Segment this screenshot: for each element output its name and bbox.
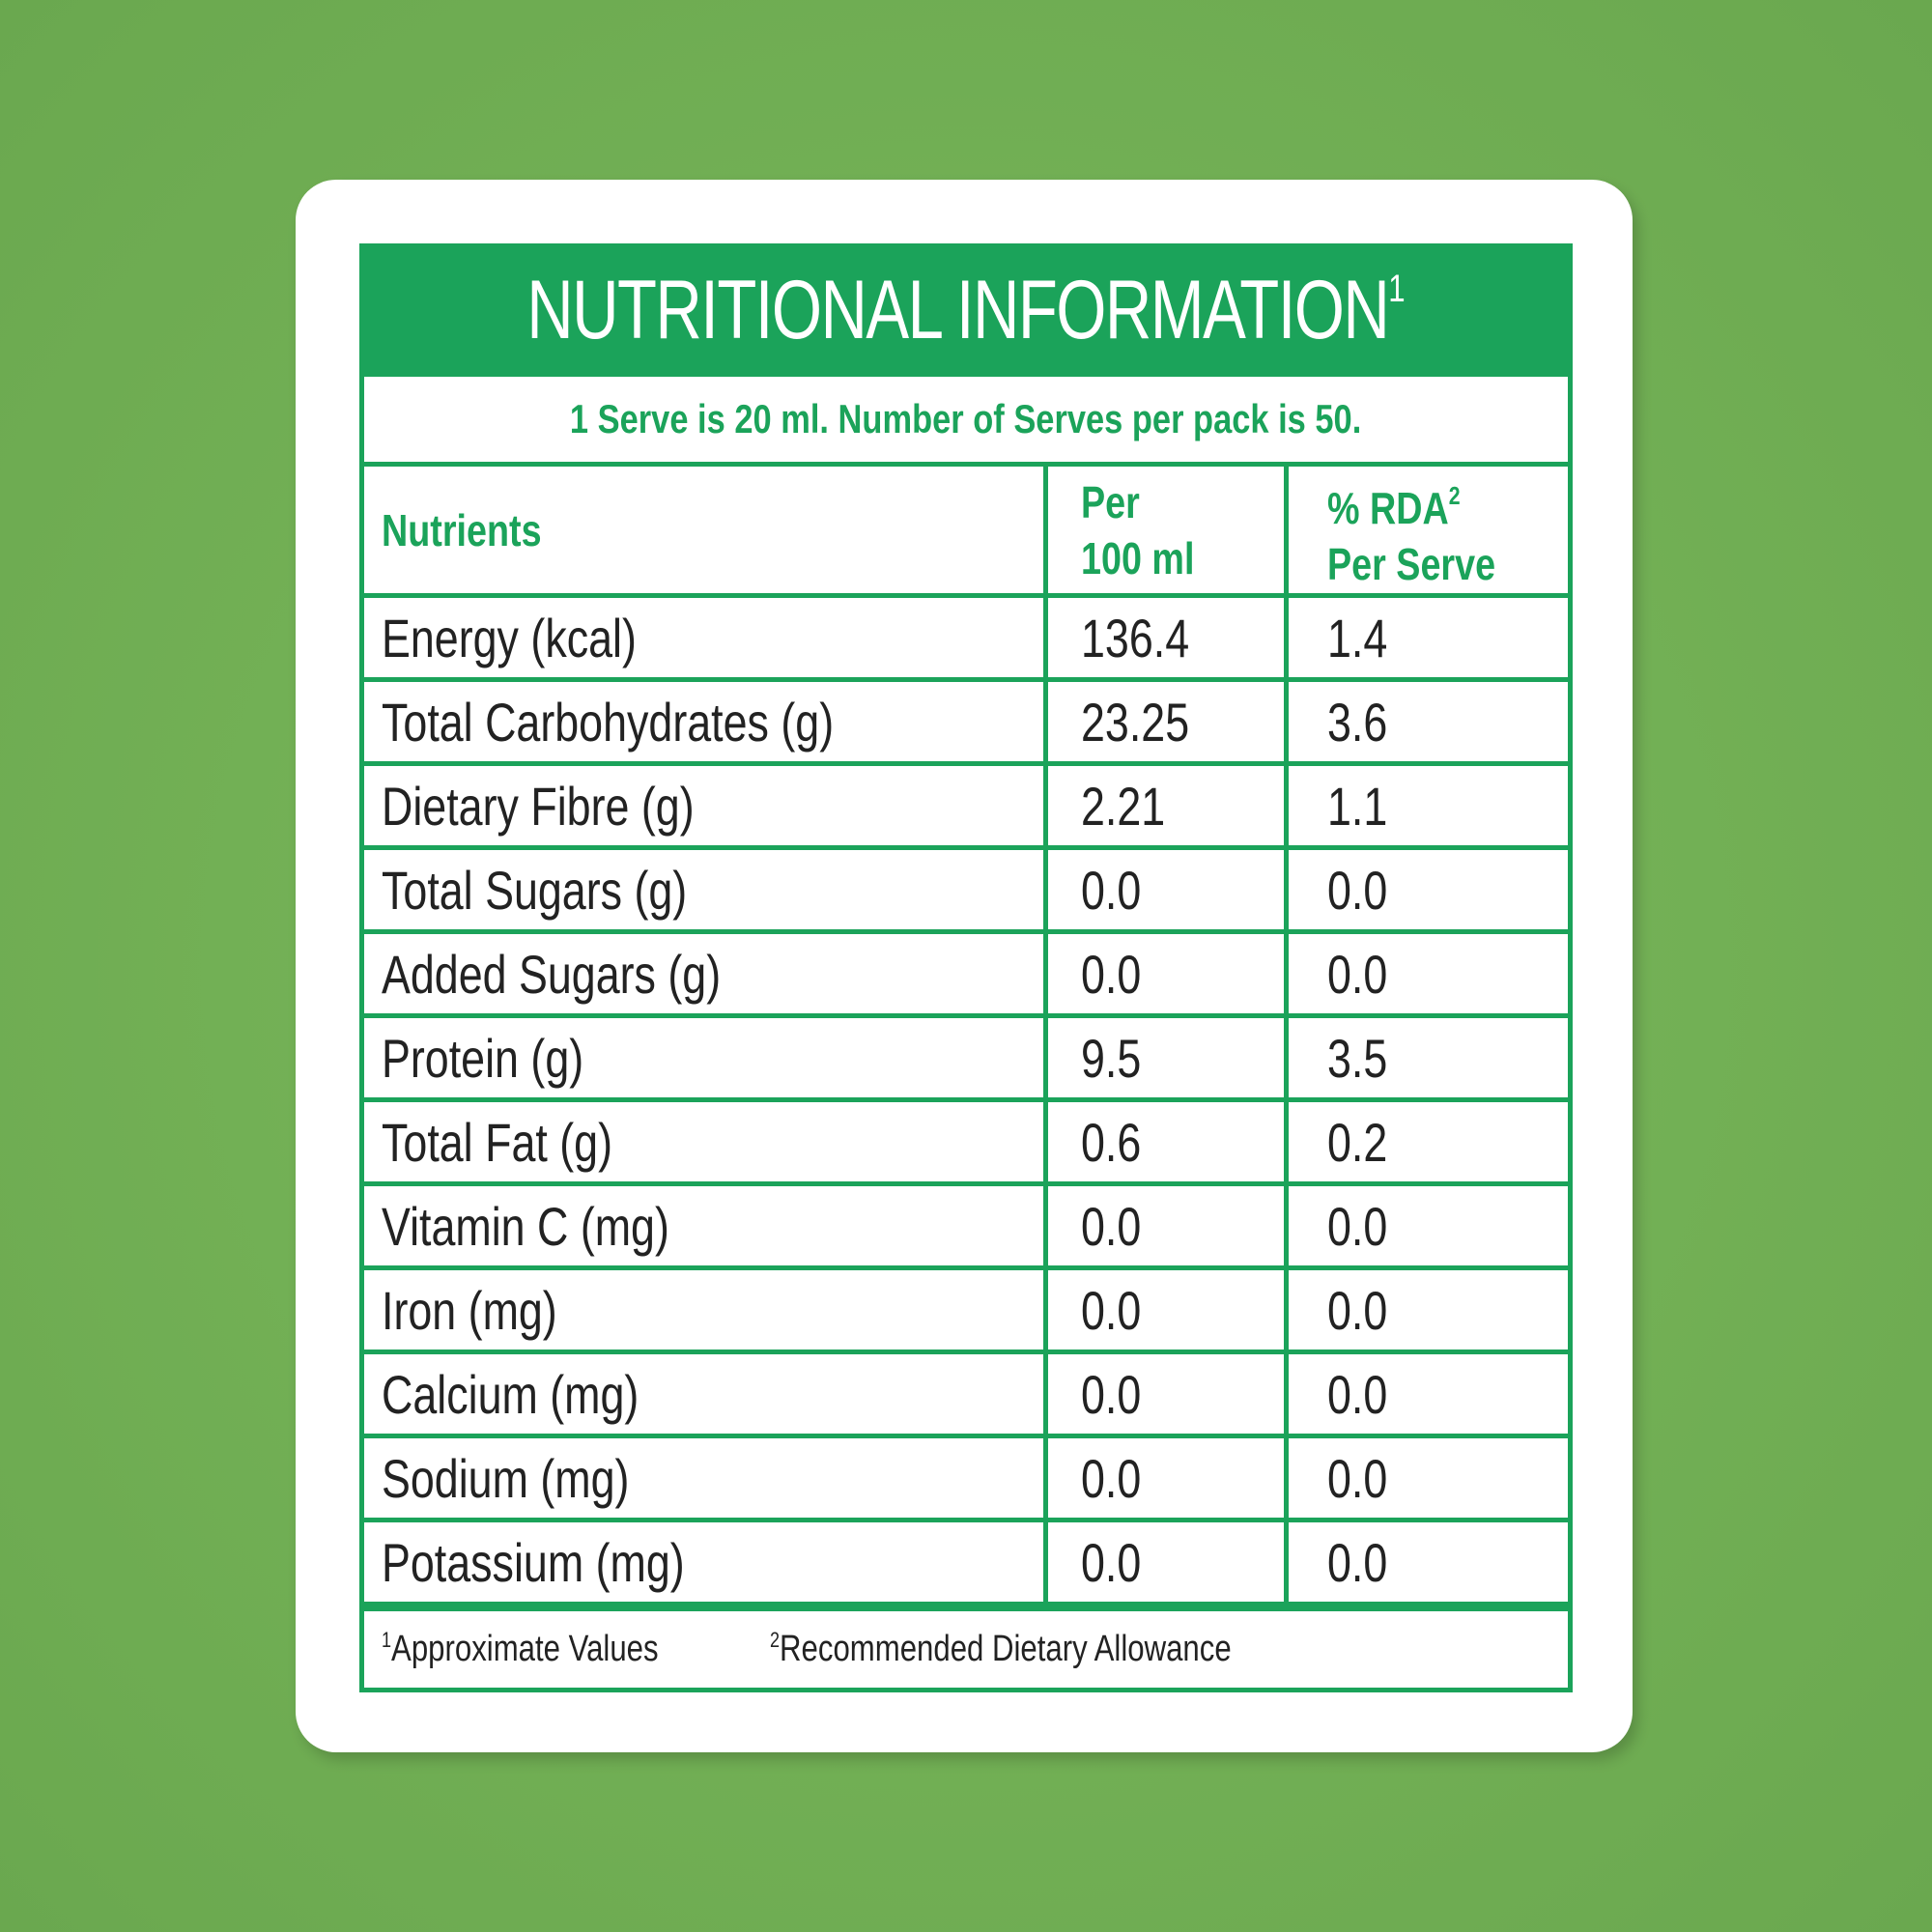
nutrient-name: Dietary Fibre (g) — [364, 761, 1048, 850]
nutrient-name: Total Sugars (g) — [364, 845, 1048, 934]
table-row: Total Sugars (g) 0.0 0.0 — [364, 845, 1568, 934]
per-100ml-value: 9.5 — [1042, 1013, 1289, 1102]
rda-per-serve-value: 0.0 — [1283, 1265, 1568, 1354]
nutrient-name: Total Fat (g) — [364, 1097, 1048, 1186]
rda-per-serve-value: 1.1 — [1283, 761, 1568, 850]
nutrient-name: Energy (kcal) — [364, 593, 1048, 682]
table-row: Total Fat (g) 0.6 0.2 — [364, 1097, 1568, 1186]
title-footnote-marker: 1 — [1388, 267, 1406, 310]
table-row: Added Sugars (g) 0.0 0.0 — [364, 929, 1568, 1018]
table-row: Iron (mg) 0.0 0.0 — [364, 1265, 1568, 1354]
nutrient-name: Protein (g) — [364, 1013, 1048, 1102]
per-100ml-value: 23.25 — [1042, 677, 1289, 766]
table-row: Vitamin C (mg) 0.0 0.0 — [364, 1181, 1568, 1270]
rda-per-serve-value: 3.5 — [1283, 1013, 1568, 1102]
table-row: Protein (g) 9.5 3.5 — [364, 1013, 1568, 1102]
nutrient-name: Iron (mg) — [364, 1265, 1048, 1354]
label-title: NUTRITIONAL INFORMATION1 — [526, 263, 1406, 356]
rda-per-serve-value: 0.0 — [1283, 845, 1568, 934]
per-100ml-value: 0.0 — [1042, 1181, 1289, 1270]
per-100ml-value: 0.6 — [1042, 1097, 1289, 1186]
nutrient-name: Potassium (mg) — [364, 1518, 1048, 1606]
rda-per-serve-value: 0.0 — [1283, 1350, 1568, 1438]
nutrient-name: Vitamin C (mg) — [364, 1181, 1048, 1270]
per-100ml-value: 0.0 — [1042, 929, 1289, 1018]
nutrient-name: Sodium (mg) — [364, 1434, 1048, 1522]
footnotes: 1Approximate Values 2Recommended Dietary… — [364, 1606, 1568, 1686]
nutrition-card: NUTRITIONAL INFORMATION1 1 Serve is 20 m… — [296, 180, 1633, 1752]
per-100ml-value: 0.0 — [1042, 1518, 1289, 1606]
per-100ml-value: 0.0 — [1042, 1434, 1289, 1522]
footnote-1: 1Approximate Values — [382, 1627, 659, 1669]
table-row: Potassium (mg) 0.0 0.0 — [364, 1518, 1568, 1606]
column-header-nutrients: Nutrients — [364, 467, 1048, 598]
rda-per-serve-value: 3.6 — [1283, 677, 1568, 766]
column-header-rda: % RDA2 Per Serve — [1283, 467, 1568, 598]
rda-per-serve-value: 0.0 — [1283, 1434, 1568, 1522]
table-row: Calcium (mg) 0.0 0.0 — [364, 1350, 1568, 1438]
label-title-bar: NUTRITIONAL INFORMATION1 — [364, 248, 1568, 372]
per-100ml-value: 0.0 — [1042, 1350, 1289, 1438]
column-header-per-100ml: Per 100 ml — [1042, 467, 1289, 598]
per-100ml-value: 0.0 — [1042, 1265, 1289, 1354]
table-row: Total Carbohydrates (g) 23.25 3.6 — [364, 677, 1568, 766]
serving-note-row: 1 Serve is 20 ml. Number of Serves per p… — [364, 372, 1568, 467]
footnote-2: 2Recommended Dietary Allowance — [770, 1627, 1232, 1669]
rda-per-serve-value: 0.0 — [1283, 929, 1568, 1018]
per-100ml-value: 136.4 — [1042, 593, 1289, 682]
rda-per-serve-value: 1.4 — [1283, 593, 1568, 682]
rda-per-serve-value: 0.2 — [1283, 1097, 1568, 1186]
serving-note: 1 Serve is 20 ml. Number of Serves per p… — [570, 396, 1362, 441]
table-row: Dietary Fibre (g) 2.21 1.1 — [364, 761, 1568, 850]
table-row: Sodium (mg) 0.0 0.0 — [364, 1434, 1568, 1522]
rda-per-serve-value: 0.0 — [1283, 1518, 1568, 1606]
rda-per-serve-value: 0.0 — [1283, 1181, 1568, 1270]
nutrient-name: Calcium (mg) — [364, 1350, 1048, 1438]
nutrition-label: NUTRITIONAL INFORMATION1 1 Serve is 20 m… — [359, 243, 1573, 1692]
nutrient-table: Nutrients Per 100 ml % RDA2 Per Serve Ener… — [364, 467, 1568, 1606]
per-100ml-value: 2.21 — [1042, 761, 1289, 850]
per-100ml-value: 0.0 — [1042, 845, 1289, 934]
table-row: Energy (kcal) 136.4 1.4 — [364, 593, 1568, 682]
table-header-row: Nutrients Per 100 ml % RDA2 Per Serve — [364, 467, 1568, 598]
nutrient-name: Total Carbohydrates (g) — [364, 677, 1048, 766]
nutrient-name: Added Sugars (g) — [364, 929, 1048, 1018]
